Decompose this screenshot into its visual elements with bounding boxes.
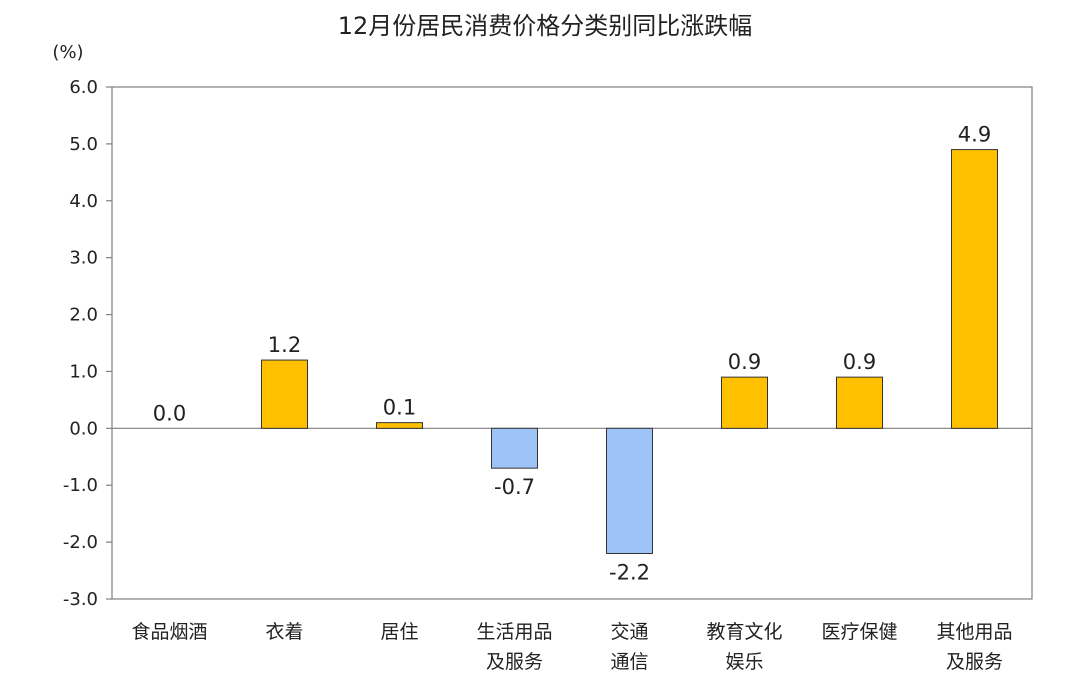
plot-frame	[111, 86, 1033, 600]
y-tick-label: 4.0	[69, 191, 98, 212]
data-label-6: 0.9	[843, 350, 876, 374]
data-label-2: 0.1	[383, 396, 416, 420]
y-tick-label: 5.0	[69, 134, 98, 155]
category-label-5-line-0: 教育文化	[706, 621, 782, 643]
category-label-0: 食品烟酒	[131, 621, 207, 643]
category-label-4-line-1: 通信	[610, 651, 648, 673]
bar-4	[606, 427, 653, 554]
y-tick-label: -3.0	[63, 589, 98, 610]
bar-6	[836, 376, 883, 429]
bar-3	[491, 427, 538, 469]
y-tick-label: 2.0	[69, 305, 98, 326]
bar-5	[721, 376, 768, 429]
bar-7	[951, 149, 998, 429]
category-label-3-line-0: 生活用品	[476, 621, 552, 643]
category-label-2: 居住	[380, 621, 418, 643]
category-label-4-line-0: 交通	[610, 621, 648, 643]
data-label-0: 0.0	[153, 401, 186, 425]
bar-1	[261, 359, 308, 429]
category-label-7-line-0: 其他用品	[936, 621, 1012, 643]
y-tick-label: 6.0	[69, 77, 98, 98]
y-tick-label: 0.0	[69, 418, 98, 439]
data-label-4: -2.2	[609, 560, 650, 584]
data-label-7: 4.9	[958, 123, 991, 147]
bar-2	[376, 422, 423, 429]
category-label-1: 衣着	[265, 621, 303, 643]
y-tick-label: 1.0	[69, 361, 98, 382]
plot-area: 6.0 5.0 4.0 3.0 2.0 1.0 0.0 -1.0 -2.0 -3.0 0.0 食品烟酒…	[63, 77, 1033, 673]
y-tick-label: -1.0	[63, 475, 98, 496]
chart-title: 12月份居民消费价格分类别同比涨跌幅	[338, 12, 753, 40]
category-label-6: 医疗保健	[821, 621, 897, 643]
data-label-1: 1.2	[268, 333, 301, 357]
y-axis-unit-label: (%)	[52, 42, 83, 63]
category-label-7-line-1: 及服务	[946, 651, 1003, 673]
data-label-5: 0.9	[728, 350, 761, 374]
category-label-3-line-1: 及服务	[486, 651, 543, 673]
category-label-5-line-1: 娱乐	[725, 651, 763, 673]
y-tick-label: 3.0	[69, 248, 98, 269]
y-tick-label: -2.0	[63, 532, 98, 553]
data-label-3: -0.7	[494, 475, 535, 499]
